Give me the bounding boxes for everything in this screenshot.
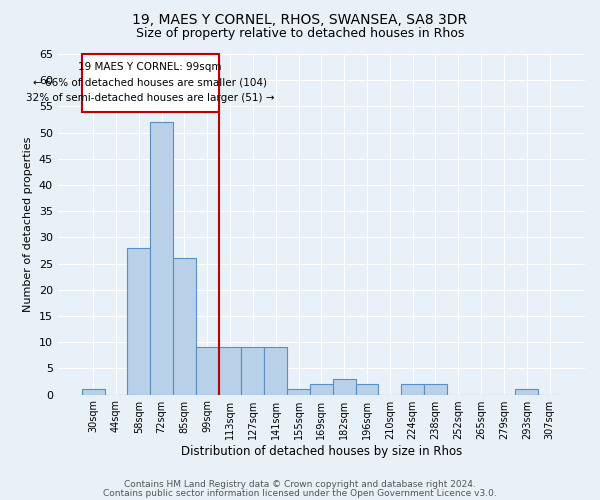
Bar — [515, 390, 538, 394]
Bar — [356, 384, 379, 394]
X-axis label: Distribution of detached houses by size in Rhos: Distribution of detached houses by size … — [181, 444, 462, 458]
Text: Size of property relative to detached houses in Rhos: Size of property relative to detached ho… — [136, 28, 464, 40]
Bar — [424, 384, 447, 394]
Bar — [218, 348, 241, 395]
Text: Contains public sector information licensed under the Open Government Licence v3: Contains public sector information licen… — [103, 488, 497, 498]
Bar — [333, 379, 356, 394]
Bar — [196, 348, 218, 395]
Bar — [401, 384, 424, 394]
Text: 32% of semi-detached houses are larger (51) →: 32% of semi-detached houses are larger (… — [26, 94, 274, 104]
Text: Contains HM Land Registry data © Crown copyright and database right 2024.: Contains HM Land Registry data © Crown c… — [124, 480, 476, 489]
Y-axis label: Number of detached properties: Number of detached properties — [23, 136, 33, 312]
Bar — [264, 348, 287, 395]
Bar — [241, 348, 264, 395]
Bar — [150, 122, 173, 394]
Bar — [310, 384, 333, 394]
Text: 19, MAES Y CORNEL, RHOS, SWANSEA, SA8 3DR: 19, MAES Y CORNEL, RHOS, SWANSEA, SA8 3D… — [133, 12, 467, 26]
Text: ← 66% of detached houses are smaller (104): ← 66% of detached houses are smaller (10… — [33, 78, 267, 88]
Bar — [127, 248, 150, 394]
Text: 19 MAES Y CORNEL: 99sqm: 19 MAES Y CORNEL: 99sqm — [79, 62, 222, 72]
Bar — [173, 258, 196, 394]
Bar — [287, 390, 310, 394]
FancyBboxPatch shape — [82, 54, 218, 112]
Bar — [82, 390, 104, 394]
